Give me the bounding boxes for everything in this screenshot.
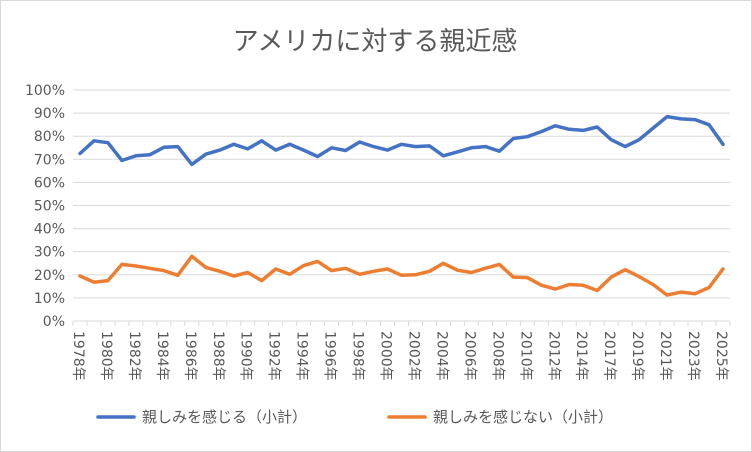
x-tick-label: 1988年 <box>210 331 226 381</box>
series-line-1 <box>78 114 725 167</box>
legend-label: 親しみを感じる（小計） <box>142 408 307 426</box>
x-tick-label: 1986年 <box>182 331 198 381</box>
x-tick-label: 2025年 <box>713 331 729 381</box>
x-tick-label: 1982年 <box>126 331 142 381</box>
series-lines <box>78 114 725 297</box>
x-tick-label: 2000年 <box>378 331 394 381</box>
x-tick-label: 1998年 <box>350 331 366 381</box>
chart-title: アメリカに対する親近感 <box>233 27 518 57</box>
x-tick-label: 2019年 <box>629 331 645 381</box>
y-tick-label: 80% <box>34 129 65 145</box>
x-tick-label: 2023年 <box>685 331 701 381</box>
y-tick-label: 60% <box>34 175 65 191</box>
y-tick-label: 0% <box>43 314 65 330</box>
x-tick-label: 1992年 <box>266 331 282 381</box>
x-tick-label: 2002年 <box>405 331 421 381</box>
y-tick-label: 30% <box>34 245 65 261</box>
y-tick-label: 100% <box>25 83 65 99</box>
x-tick-label: 2014年 <box>573 331 589 381</box>
gridlines <box>73 89 730 299</box>
x-tick-label: 2004年 <box>433 331 449 381</box>
y-tick-label: 10% <box>34 291 65 307</box>
y-axis: 0% 10% 20% 30% 40% 50% 60% 70% 80% 90% 100% <box>25 83 65 330</box>
x-tick-label: 1990年 <box>238 331 254 381</box>
x-tick-label: 2021年 <box>657 331 673 381</box>
y-tick-label: 70% <box>34 152 65 168</box>
y-tick-label: 40% <box>34 222 65 238</box>
x-tick-label: 2017年 <box>601 331 617 381</box>
x-tick-label: 1996年 <box>322 331 338 381</box>
x-tick-label: 2006年 <box>461 331 477 381</box>
x-tick-label: 2012年 <box>545 331 561 381</box>
y-tick-label: 20% <box>34 268 65 284</box>
x-tick-label: 2010年 <box>517 331 533 381</box>
x-tick-label: 1994年 <box>294 331 310 381</box>
x-tick-label: 2008年 <box>489 331 505 381</box>
x-tick-label: 1980年 <box>98 331 114 381</box>
x-axis: 1978年 1980年 1982年 1984年 1986年 1988年 1990年 1992年… <box>70 320 731 381</box>
legend: 親しみを感じる（小計） 親しみを感じない（小計） <box>96 408 613 426</box>
x-tick-label: 1984年 <box>154 331 170 381</box>
x-tick-label: 1978年 <box>70 331 86 381</box>
y-tick-label: 90% <box>34 106 65 122</box>
series-line-2 <box>78 254 725 297</box>
legend-label: 親しみを感じない（小計） <box>433 408 613 426</box>
y-tick-label: 50% <box>34 199 65 215</box>
